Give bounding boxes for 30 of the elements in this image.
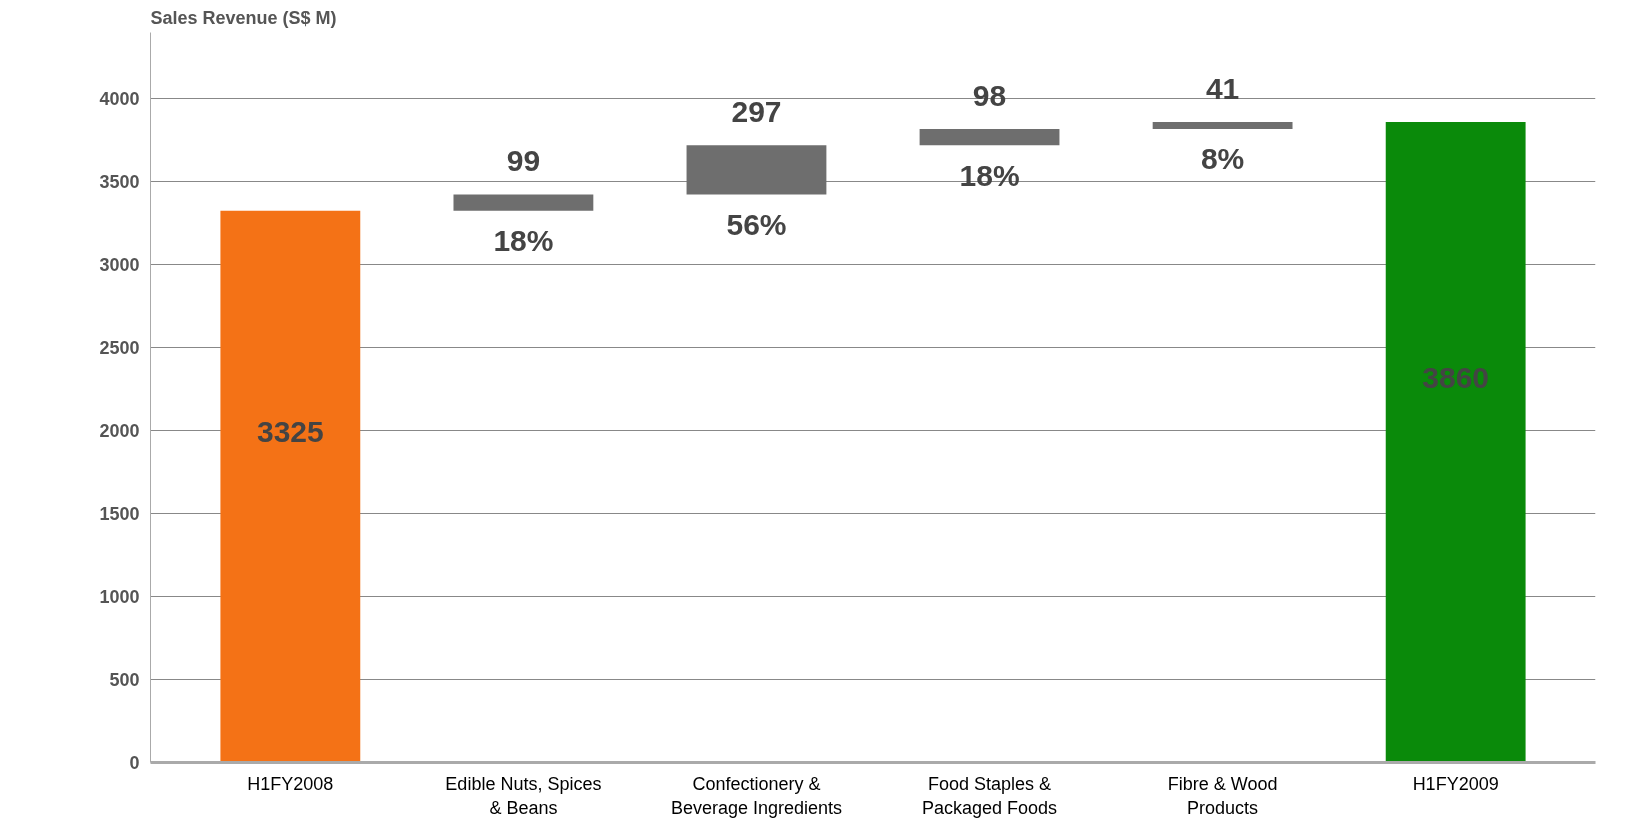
annotation: 18% <box>493 224 554 258</box>
y-axis-title: Sales Revenue (S$ M) <box>150 7 337 28</box>
x-tick-label: Confectionery & Beverage Ingredients <box>670 773 843 818</box>
data-label: 3860 <box>1422 361 1490 395</box>
annotation: 8% <box>1200 142 1245 176</box>
bar <box>919 128 1060 146</box>
bar <box>453 194 594 211</box>
x-tick-label: Edible Nuts, Spices & Beans <box>445 773 602 818</box>
annotation: 56% <box>726 207 787 241</box>
y-tick-label: 500 <box>109 670 140 691</box>
data-label: 99 <box>506 144 541 178</box>
y-tick-label: 3500 <box>99 172 140 193</box>
data-label: 3325 <box>256 414 324 448</box>
x-tick-label: H1FY2008 <box>247 773 334 794</box>
data-label: 297 <box>731 94 782 128</box>
bar <box>686 145 827 195</box>
x-tick-label: H1FY2009 <box>1412 773 1499 794</box>
y-tick-label: 3000 <box>99 255 140 276</box>
x-tick-label: Food Staples & Packaged Foods <box>921 773 1058 818</box>
y-tick-label: 1000 <box>99 587 140 608</box>
y-tick-label: 2500 <box>99 338 140 359</box>
y-tick-label: 4000 <box>99 89 140 110</box>
y-tick-label: 0 <box>129 753 140 773</box>
x-tick-label: Fibre & Wood Products <box>1167 773 1278 818</box>
bar <box>220 210 361 763</box>
bar <box>1152 122 1293 129</box>
y-tick-label: 1500 <box>99 504 140 525</box>
y-tick-label: 2000 <box>99 421 140 442</box>
bar <box>1385 122 1526 763</box>
data-label: 41 <box>1205 71 1240 105</box>
